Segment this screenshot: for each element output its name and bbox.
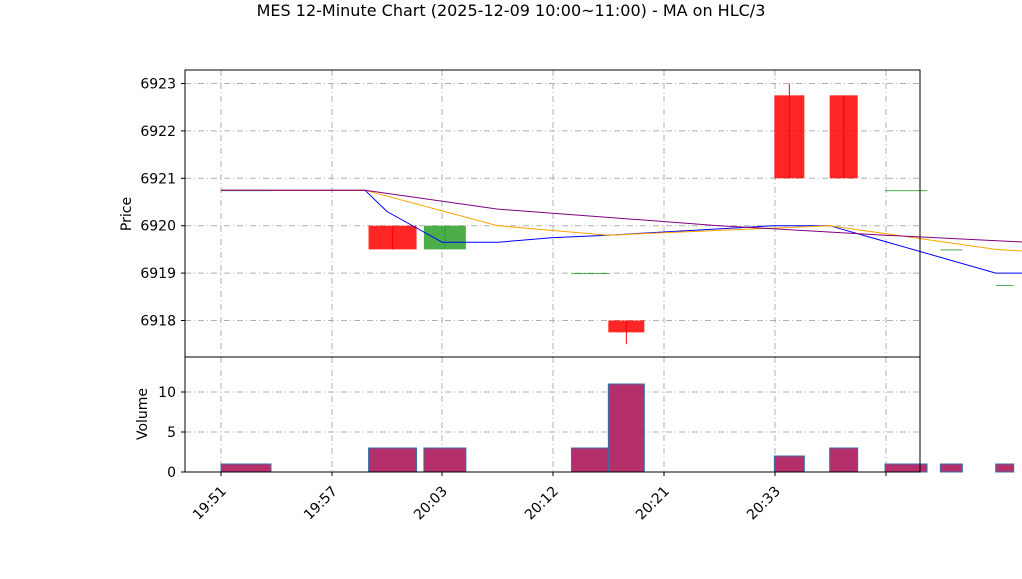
price-tick-label: 6919 [140, 266, 176, 282]
volume-bar [607, 383, 645, 473]
candle-body [774, 95, 805, 179]
price-tick-label: 6921 [140, 171, 176, 187]
volume-bar [939, 463, 963, 473]
volume-grid [185, 357, 920, 473]
volume-tick-label: 5 [167, 425, 176, 441]
volume-axis-label: Volume [135, 388, 151, 440]
volume-bar [220, 463, 272, 473]
candle-body [829, 95, 858, 179]
price-tick-label: 6920 [140, 219, 176, 235]
candle-body [995, 284, 1014, 286]
volume-bar [773, 455, 805, 473]
ma-mid-line [221, 189, 1022, 252]
candle-body [571, 273, 610, 275]
volume-bar [884, 463, 928, 473]
ma-slow-line [221, 189, 1022, 243]
time-tick-label: 20:03 [411, 484, 451, 524]
volume-tick-label: 0 [167, 465, 176, 481]
time-tick-label: 20:12 [522, 484, 562, 524]
price-axis: 6918 6919 6920 6921 6922 6923 [140, 77, 185, 330]
volume-bar [829, 447, 859, 473]
volume-tick-label: 10 [158, 385, 176, 401]
candle-body [423, 225, 466, 250]
volume-bar [368, 447, 418, 473]
price-grid [185, 70, 920, 357]
chart-title: MES 12-Minute Chart (2025-12-09 10:00~11… [257, 1, 766, 20]
candle-body [368, 225, 417, 250]
volume-bar [570, 447, 610, 473]
candle-body [608, 320, 645, 333]
price-axis-label: Price [119, 197, 135, 231]
price-tick-label: 6922 [140, 124, 176, 140]
price-candles [221, 83, 1014, 345]
time-tick-label: 20:21 [633, 484, 673, 524]
time-tick-label: 19:57 [301, 484, 341, 524]
time-tick-label: 20:33 [744, 484, 784, 524]
volume-bar [423, 447, 467, 473]
volume-bar [995, 463, 1015, 473]
time-tick-label: 19:51 [190, 484, 230, 524]
time-axis: 19:51 19:57 20:03 20:12 20:21 20:33 [190, 472, 887, 524]
price-tick-label: 6918 [140, 314, 176, 330]
price-tick-label: 6923 [140, 77, 176, 93]
candle-body [940, 249, 963, 251]
ma-fast-line [221, 189, 1022, 274]
volume-axis: 0 5 10 [158, 385, 185, 481]
moving-average-lines [221, 189, 1022, 274]
candle-body [885, 190, 928, 192]
volume-bars [220, 383, 1015, 473]
